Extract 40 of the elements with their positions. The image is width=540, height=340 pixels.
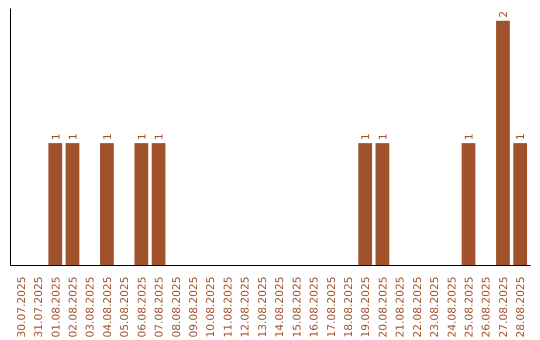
x-tick-label: 14.08.2025 [273, 276, 286, 338]
x-tick-label: 08.08.2025 [170, 276, 183, 338]
x-tick-label: 20.08.2025 [376, 276, 390, 338]
x-tick-label: 06.08.2025 [135, 276, 148, 338]
x-tick-label: 01.08.2025 [49, 276, 62, 338]
x-tick-label: 22.08.2025 [410, 276, 424, 338]
x-tick-label: 24.08.2025 [445, 276, 458, 338]
x-tick-label: 03.08.2025 [84, 276, 97, 338]
x-tick-label: 28.08.2025 [514, 276, 528, 338]
x-tick-label: 09.08.2025 [187, 276, 200, 338]
x-tick-label: 31.07.2025 [32, 276, 46, 338]
data-label: 1 [359, 133, 372, 140]
x-tick-label: 04.08.2025 [100, 276, 114, 338]
data-label: 2 [496, 10, 510, 18]
x-tick-label: 05.08.2025 [118, 276, 132, 338]
x-tick-label: 21.08.2025 [394, 276, 407, 338]
data-label: 1 [135, 133, 148, 140]
data-label: 1 [49, 133, 62, 140]
x-tick-label: 23.08.2025 [428, 276, 442, 338]
x-tick-label: 30.07.2025 [14, 276, 28, 338]
x-tick-label: 25.08.2025 [462, 276, 476, 338]
data-label: 1 [152, 133, 166, 140]
data-label: 1 [462, 133, 476, 140]
x-tick-label: 07.08.2025 [152, 276, 166, 338]
x-tick-label: 10.08.2025 [204, 276, 218, 338]
x-tick-label: 11.08.2025 [221, 276, 234, 338]
x-tick-label: 18.08.2025 [342, 276, 355, 338]
x-tick-label: 26.08.2025 [480, 276, 493, 338]
data-label: 1 [100, 133, 114, 140]
x-tick-label: 16.08.2025 [308, 276, 321, 338]
x-tick-label: 27.08.2025 [496, 276, 510, 338]
x-tick-label: 15.08.2025 [290, 276, 304, 338]
x-tick-label: 13.08.2025 [256, 276, 269, 338]
x-tick-label: 19.08.2025 [359, 276, 372, 338]
x-tick-label: 17.08.2025 [324, 276, 338, 338]
data-label: 1 [66, 133, 80, 140]
data-label: 1 [376, 133, 390, 140]
x-tick-label: 02.08.2025 [66, 276, 80, 338]
data-label: 1 [514, 133, 528, 140]
x-tick-label: 12.08.2025 [238, 276, 252, 338]
